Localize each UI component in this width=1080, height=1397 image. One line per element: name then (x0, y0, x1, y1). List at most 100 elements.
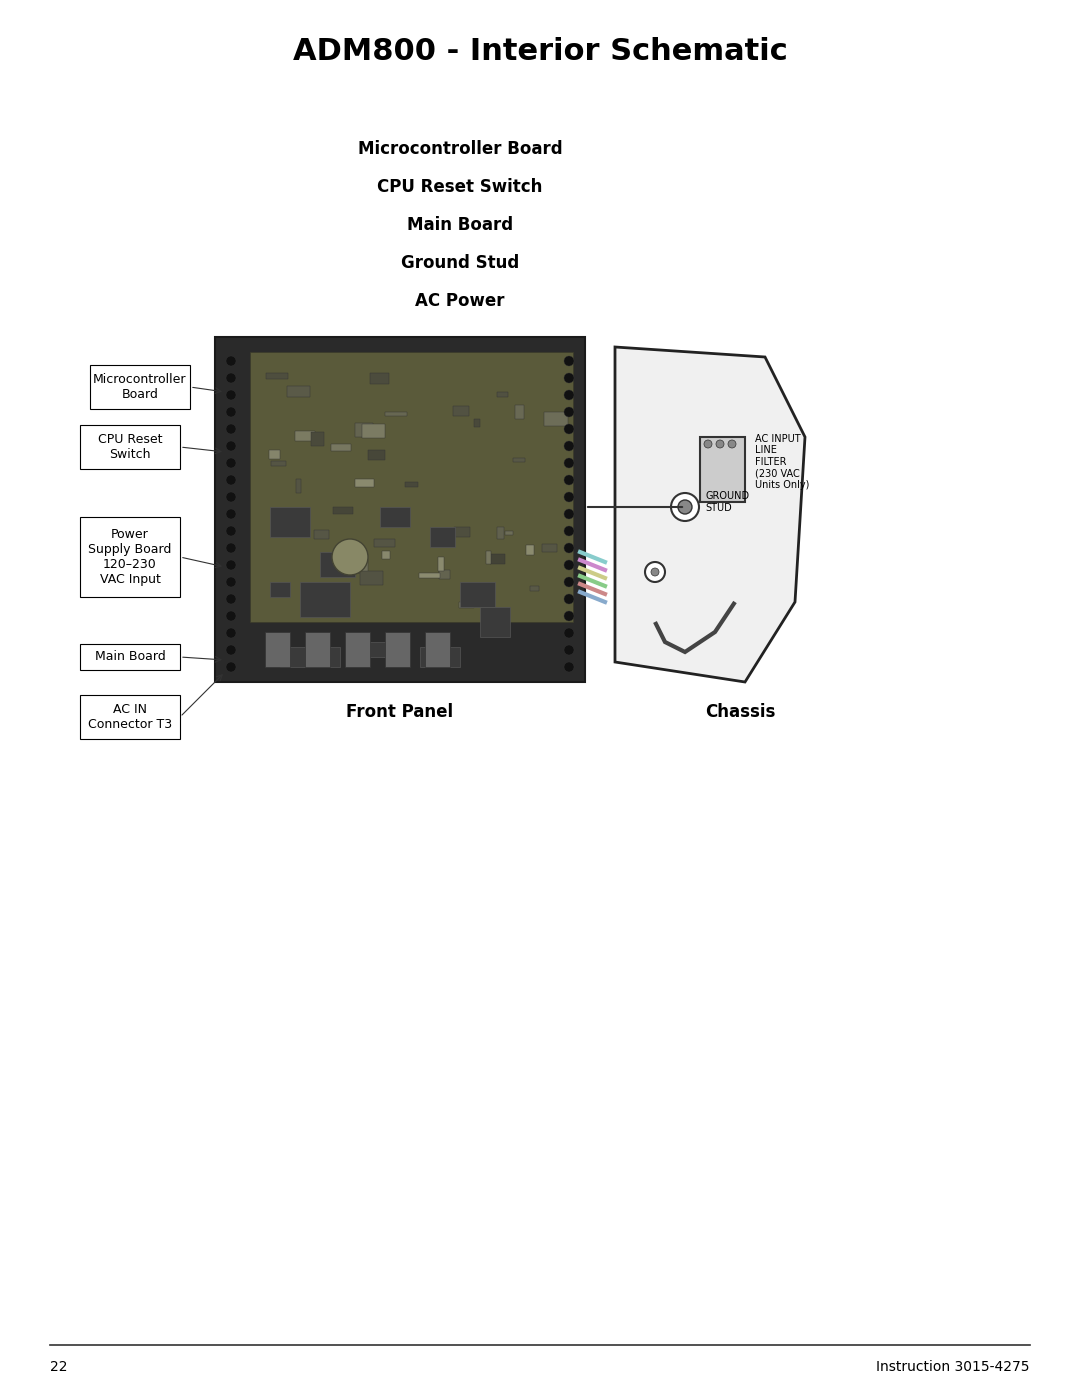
Text: Power
Supply Board
120–230
VAC Input: Power Supply Board 120–230 VAC Input (89, 528, 172, 585)
FancyBboxPatch shape (80, 644, 180, 671)
Bar (480, 608, 510, 637)
Text: Instruction 3015-4275: Instruction 3015-4275 (877, 1361, 1030, 1375)
Bar (333, 507, 353, 514)
Text: AC Power: AC Power (415, 292, 504, 310)
Bar (296, 479, 301, 493)
Circle shape (226, 475, 237, 485)
Bar (287, 386, 310, 397)
Circle shape (564, 645, 573, 655)
Circle shape (728, 440, 735, 448)
Text: ADM800 - Interior Schematic: ADM800 - Interior Schematic (293, 38, 787, 67)
Text: Ground Stud: Ground Stud (401, 254, 519, 272)
Bar (515, 405, 524, 419)
Circle shape (226, 527, 237, 536)
Circle shape (564, 425, 573, 434)
Bar (504, 531, 513, 535)
Bar (420, 647, 460, 666)
Polygon shape (615, 346, 805, 682)
Bar (300, 583, 350, 617)
Circle shape (645, 562, 665, 583)
Bar (345, 631, 370, 666)
Bar (454, 527, 470, 538)
Circle shape (226, 610, 237, 622)
Bar (384, 631, 410, 666)
Circle shape (564, 407, 573, 416)
Bar (270, 507, 310, 536)
Circle shape (226, 425, 237, 434)
Bar (380, 507, 410, 527)
Bar (311, 432, 324, 446)
Bar (330, 444, 351, 451)
Bar (544, 412, 568, 426)
Bar (542, 545, 557, 552)
Bar (266, 373, 287, 379)
Bar (269, 450, 281, 460)
Circle shape (226, 577, 237, 587)
Text: Front Panel: Front Panel (347, 703, 454, 721)
Bar (454, 407, 470, 416)
Circle shape (564, 356, 573, 366)
FancyBboxPatch shape (90, 365, 190, 409)
Bar (374, 539, 395, 546)
Circle shape (704, 440, 712, 448)
Circle shape (564, 629, 573, 638)
Circle shape (671, 493, 699, 521)
Circle shape (678, 500, 692, 514)
Circle shape (564, 441, 573, 451)
Text: Microcontroller
Board: Microcontroller Board (93, 373, 187, 401)
Circle shape (564, 662, 573, 672)
Bar (360, 571, 383, 585)
Bar (438, 556, 444, 571)
Circle shape (226, 373, 237, 383)
Circle shape (226, 441, 237, 451)
Circle shape (226, 662, 237, 672)
Text: Microcontroller Board: Microcontroller Board (357, 140, 563, 158)
Bar (345, 560, 368, 573)
Bar (368, 450, 386, 460)
Bar (426, 631, 450, 666)
Circle shape (332, 539, 368, 576)
Bar (530, 587, 539, 591)
Bar (280, 647, 340, 666)
Circle shape (226, 407, 237, 416)
Circle shape (716, 440, 724, 448)
Bar (497, 527, 503, 539)
Polygon shape (249, 352, 573, 622)
Circle shape (564, 492, 573, 502)
Text: AC IN
Connector T3: AC IN Connector T3 (87, 703, 172, 731)
Bar (313, 531, 329, 539)
Circle shape (564, 594, 573, 604)
Bar (295, 430, 315, 441)
Bar (490, 553, 505, 564)
Circle shape (564, 475, 573, 485)
Circle shape (564, 560, 573, 570)
Bar (271, 461, 286, 465)
Circle shape (226, 543, 237, 553)
FancyBboxPatch shape (80, 425, 180, 469)
Bar (382, 550, 390, 559)
Circle shape (226, 356, 237, 366)
Circle shape (564, 509, 573, 520)
Text: CPU Reset Switch: CPU Reset Switch (377, 177, 542, 196)
Bar (369, 373, 390, 384)
Circle shape (564, 527, 573, 536)
Bar (419, 573, 440, 578)
Circle shape (226, 560, 237, 570)
Bar (386, 412, 407, 416)
Bar (486, 552, 491, 564)
Bar (354, 479, 374, 488)
Circle shape (564, 390, 573, 400)
Bar (497, 391, 508, 397)
Bar (459, 602, 474, 608)
Text: AC INPUT
LINE
FILTER
(230 VAC
Units Only): AC INPUT LINE FILTER (230 VAC Units Only… (755, 434, 809, 490)
Bar (700, 437, 745, 502)
Circle shape (226, 390, 237, 400)
FancyBboxPatch shape (80, 694, 180, 739)
Bar (362, 425, 386, 437)
Circle shape (564, 543, 573, 553)
Bar (305, 631, 330, 666)
FancyBboxPatch shape (80, 517, 180, 597)
Bar (405, 482, 418, 486)
Bar (320, 552, 355, 577)
Polygon shape (215, 337, 585, 682)
